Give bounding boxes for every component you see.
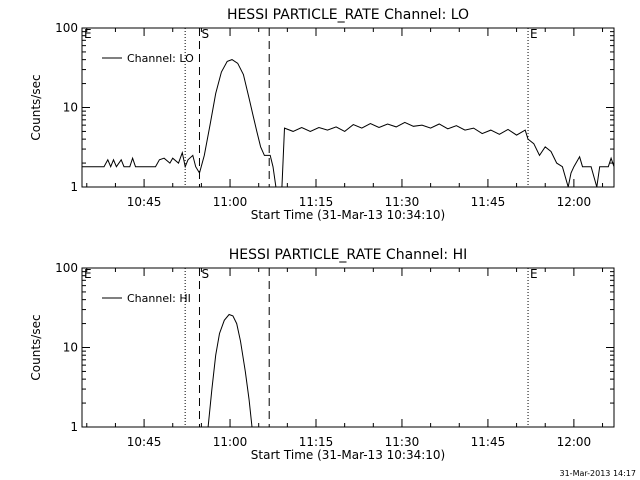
chart-1-y-tick-label: 100 xyxy=(55,261,78,275)
chart-1-marker-label: E xyxy=(530,267,538,281)
chart-0-series-0-line xyxy=(82,59,614,187)
chart-1-x-tick-label: 11:30 xyxy=(385,435,420,449)
chart-1-y-tick-label: 10 xyxy=(63,341,78,355)
chart-1-title: HESSI PARTICLE_RATE Channel: HI xyxy=(229,247,467,263)
chart-0-x-tick-label: 11:45 xyxy=(471,195,506,209)
chart-0-x-tick-label: 12:00 xyxy=(557,195,592,209)
chart-0-marker-label: E xyxy=(84,27,92,41)
chart-0-x-tick-label: 11:30 xyxy=(385,195,420,209)
chart-0-x-tick-label: 11:00 xyxy=(213,195,248,209)
chart-1-x-tick-label: 11:15 xyxy=(299,435,334,449)
chart-0-y-tick-label: 100 xyxy=(55,21,78,35)
chart-1-legend-label: Channel: HI xyxy=(127,292,191,305)
chart-0-y-axis-label: Counts/sec xyxy=(29,74,43,140)
chart-1-x-axis-label: Start Time (31-Mar-13 10:34:10) xyxy=(251,448,445,462)
chart-0-x-tick-label: 11:15 xyxy=(299,195,334,209)
chart-1-x-tick-label: 11:45 xyxy=(471,435,506,449)
chart-0-title: HESSI PARTICLE_RATE Channel: LO xyxy=(227,7,469,23)
chart-0-marker-label: E xyxy=(530,27,538,41)
chart-1-marker-label: S xyxy=(201,267,209,281)
chart-0-x-axis-label: Start Time (31-Mar-13 10:34:10) xyxy=(251,208,445,222)
panel-lo: HESSI PARTICLE_RATE Channel: LO 1 10 100 10:… xyxy=(29,7,615,222)
chart-1-series-0-line xyxy=(207,313,253,427)
chart-1-x-tick-label: 12:00 xyxy=(557,435,592,449)
chart-1-y-tick-label: 1 xyxy=(70,420,78,434)
chart-1-y-axis-label: Counts/sec xyxy=(29,314,43,380)
chart-0-legend-label: Channel: LO xyxy=(127,52,194,65)
chart-1-x-tick-label: 10:45 xyxy=(127,435,162,449)
panel-hi: HESSI PARTICLE_RATE Channel: HI 1 10 100 10:… xyxy=(29,247,615,462)
chart-0-marker-label: S xyxy=(201,27,209,41)
chart-0-x-tick-label: 10:45 xyxy=(127,195,162,209)
footer-timestamp: 31-Mar-2013 14:17 xyxy=(560,469,637,478)
chart-0-y-tick-label: 1 xyxy=(70,180,78,194)
chart-0-y-tick-label: 10 xyxy=(63,101,78,115)
chart-1-x-tick-label: 11:00 xyxy=(213,435,248,449)
chart-1-marker-label: E xyxy=(84,267,92,281)
